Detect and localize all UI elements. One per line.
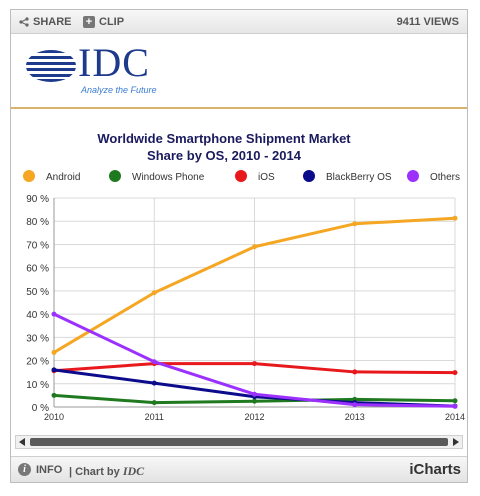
legend-marker-1 [109,170,121,182]
widget-toolbar: SHARE + CLIP 9411 VIEWS [11,10,467,34]
data-point-0-4[interactable] [452,215,458,221]
idc-logo-text: IDC [78,40,150,85]
data-point-3-1[interactable] [151,380,157,386]
legend-marker-0 [23,170,35,182]
chart-by-credit: | Chart by IDC [69,464,144,479]
y-tick-label: 40 % [26,310,49,321]
x-tick-label: 2013 [345,412,365,422]
chart-widget: SHARE + CLIP 9411 VIEWS IDC Analyze the … [10,9,468,483]
share-label: SHARE [33,16,72,28]
data-point-2-4[interactable] [452,370,458,376]
data-point-1-4[interactable] [452,398,458,404]
clip-button[interactable]: + CLIP [83,16,124,28]
legend-label-0: Android [46,172,80,183]
y-tick-label: 80 % [26,217,49,228]
clip-label: CLIP [99,16,125,28]
x-tick-label: 2012 [244,412,264,422]
data-point-4-0[interactable] [51,311,57,317]
y-tick-label: 90 % [26,194,49,205]
line-chart: Worldwide Smartphone Shipment Market Sha… [23,131,465,422]
data-point-0-3[interactable] [352,221,358,227]
legend-label-4: Others [430,172,460,183]
y-tick-label: 30 % [26,333,49,344]
data-point-4-2[interactable] [252,391,257,397]
plus-icon: + [83,16,95,28]
data-point-0-0[interactable] [51,349,57,355]
idc-tagline: Analyze the Future [81,85,157,95]
legend-label-2: iOS [258,172,275,183]
data-point-2-3[interactable] [352,369,358,375]
x-tick-label: 2011 [145,412,164,422]
info-button[interactable]: INFO [36,464,63,476]
y-tick-label: 60 % [26,264,49,275]
scroll-right-icon[interactable] [453,438,459,446]
data-point-4-4[interactable] [452,403,458,409]
chart-title-line-1: Worldwide Smartphone Shipment Market [97,131,351,146]
chart-by-brand: IDC [122,464,145,478]
icharts-logo[interactable]: iCharts [409,461,461,478]
legend-marker-4 [407,170,419,182]
y-tick-label: 20 % [26,357,49,368]
y-tick-label: 50 % [26,287,49,298]
idc-globe-icon [26,50,76,82]
share-button[interactable]: SHARE [19,16,72,28]
legend-marker-3 [303,170,315,182]
data-point-1-0[interactable] [51,392,57,398]
legend-marker-2 [235,170,247,182]
data-point-3-0[interactable] [51,367,57,373]
chart-title-line-2: Share by OS, 2010 - 2014 [147,148,302,163]
y-tick-label: 0 % [32,403,49,414]
horizontal-scrollbar[interactable] [15,435,463,449]
widget-footer: i INFO | Chart by IDC iCharts [11,456,467,482]
scroll-left-icon[interactable] [19,438,25,446]
info-icon[interactable]: i [18,463,31,476]
data-point-2-2[interactable] [252,361,257,367]
views-count: 9411 VIEWS [396,16,459,28]
legend-label-1: Windows Phone [132,172,205,183]
logo-area: IDC Analyze the Future [11,35,467,107]
x-tick-label: 2010 [44,412,64,422]
legend-label-3: BlackBerry OS [326,172,392,183]
divider [11,107,467,109]
data-point-1-1[interactable] [151,400,157,406]
share-icon [19,17,29,27]
data-point-0-1[interactable] [151,290,157,296]
chart-by-prefix: | Chart by [69,466,123,478]
x-tick-label: 2014 [445,412,465,422]
y-tick-label: 10 % [26,380,49,391]
data-point-4-1[interactable] [151,359,157,365]
data-point-4-3[interactable] [352,402,358,408]
data-point-1-2[interactable] [252,398,257,404]
data-point-0-2[interactable] [252,244,257,250]
y-tick-label: 70 % [26,240,49,251]
chart-area: Worldwide Smartphone Shipment Market Sha… [11,109,467,431]
scroll-thumb[interactable] [30,438,448,446]
